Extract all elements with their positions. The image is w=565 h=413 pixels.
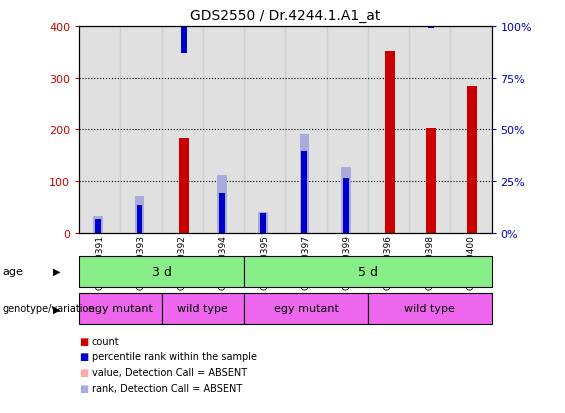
Bar xyxy=(79,256,244,287)
Text: count: count xyxy=(92,336,119,346)
Text: egy mutant: egy mutant xyxy=(273,304,338,314)
Bar xyxy=(217,197,227,233)
Bar xyxy=(93,217,103,233)
Text: ■: ■ xyxy=(79,367,88,377)
Bar xyxy=(244,27,285,233)
Text: ▶: ▶ xyxy=(53,266,60,277)
Bar xyxy=(244,293,368,324)
Bar xyxy=(368,293,492,324)
Bar xyxy=(302,152,307,233)
Bar xyxy=(428,0,434,29)
Bar xyxy=(217,176,227,233)
Bar xyxy=(258,213,268,233)
Bar xyxy=(285,27,327,233)
Text: age: age xyxy=(3,266,24,277)
Bar xyxy=(134,196,145,233)
Bar xyxy=(134,209,145,233)
Text: ▶: ▶ xyxy=(53,304,60,314)
Text: 5 d: 5 d xyxy=(358,265,378,278)
Bar xyxy=(162,27,203,233)
Text: genotype/variation: genotype/variation xyxy=(3,304,95,314)
Bar xyxy=(120,27,162,233)
Title: GDS2550 / Dr.4244.1.A1_at: GDS2550 / Dr.4244.1.A1_at xyxy=(190,9,380,23)
Text: wild type: wild type xyxy=(404,304,455,314)
Bar xyxy=(79,27,120,233)
Bar xyxy=(368,27,409,233)
Bar xyxy=(299,134,310,233)
Bar xyxy=(137,206,142,233)
Bar xyxy=(203,27,244,233)
Bar xyxy=(467,87,477,233)
Bar xyxy=(409,27,450,233)
Text: ■: ■ xyxy=(79,383,88,393)
Bar xyxy=(327,27,368,233)
Text: rank, Detection Call = ABSENT: rank, Detection Call = ABSENT xyxy=(92,383,242,393)
Bar xyxy=(260,214,266,233)
Bar xyxy=(343,178,349,233)
Bar xyxy=(450,27,492,233)
Bar xyxy=(299,182,310,233)
Text: ■: ■ xyxy=(79,351,88,361)
Bar xyxy=(179,139,189,233)
Bar xyxy=(244,256,492,287)
Bar xyxy=(162,293,244,324)
Text: value, Detection Call = ABSENT: value, Detection Call = ABSENT xyxy=(92,367,247,377)
Bar xyxy=(79,293,162,324)
Text: 3 d: 3 d xyxy=(151,265,172,278)
Text: ■: ■ xyxy=(79,336,88,346)
Bar xyxy=(341,167,351,233)
Bar xyxy=(426,128,436,233)
Text: percentile rank within the sample: percentile rank within the sample xyxy=(92,351,257,361)
Text: egy mutant: egy mutant xyxy=(88,304,153,314)
Bar xyxy=(258,221,268,233)
Text: wild type: wild type xyxy=(177,304,228,314)
Bar xyxy=(219,193,225,233)
Bar xyxy=(341,196,351,233)
Bar xyxy=(93,217,103,233)
Bar xyxy=(181,0,186,54)
Bar xyxy=(95,220,101,233)
Bar xyxy=(385,52,395,233)
